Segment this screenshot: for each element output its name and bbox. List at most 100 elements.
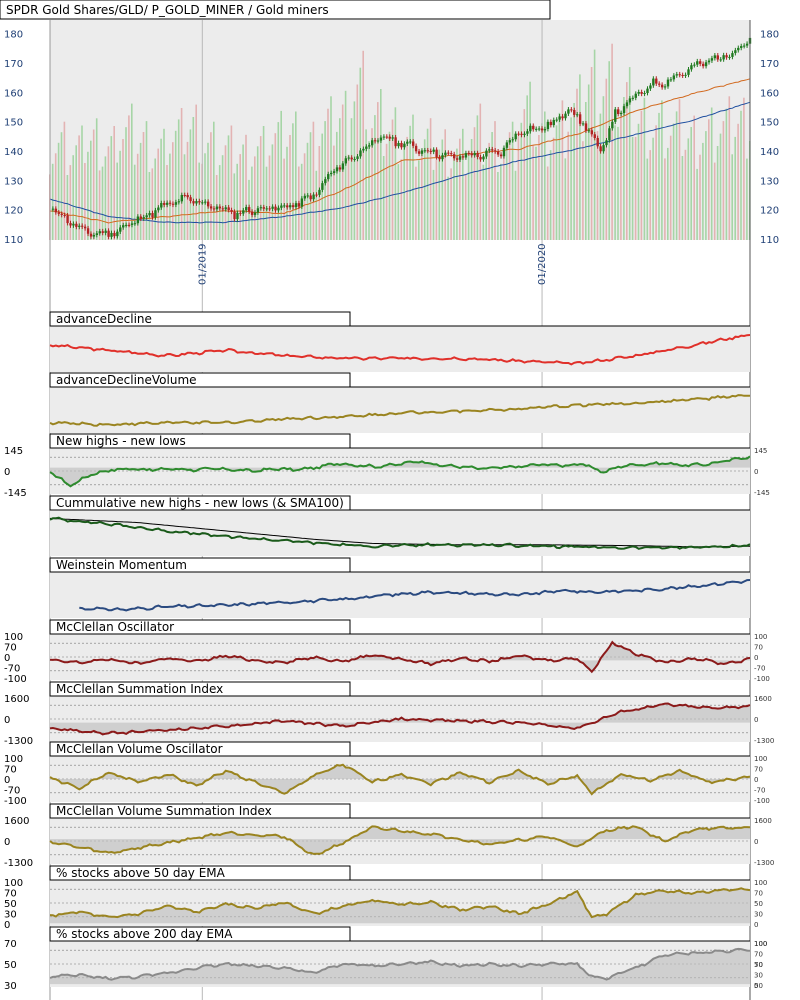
volume-bar — [195, 104, 197, 240]
volume-bar — [464, 175, 467, 240]
candle-body — [555, 119, 558, 121]
candle-body — [286, 205, 289, 208]
volume-bar — [438, 149, 441, 240]
volume-bar — [374, 115, 376, 240]
panel-y-tick-left: -145 — [4, 488, 27, 499]
volume-bar — [265, 166, 268, 240]
candle-body — [737, 47, 740, 51]
volume-bar — [353, 101, 356, 241]
volume-bar — [713, 162, 716, 240]
candle-body — [417, 151, 421, 154]
volume-bar — [725, 108, 728, 240]
panel-plot-area — [50, 326, 750, 372]
candle-body — [145, 215, 148, 218]
candle-body — [672, 75, 676, 80]
panel-title: McClellan Volume Oscillator — [56, 742, 223, 756]
candle-body — [663, 86, 667, 88]
volume-bar — [116, 162, 118, 240]
volume-bar — [403, 148, 405, 240]
candle-body — [605, 140, 608, 146]
panel-y-tick-left: -1300 — [4, 858, 33, 869]
volume-bar — [746, 158, 748, 240]
volume-bar — [652, 137, 654, 240]
y-tick-label-right: 130 — [760, 176, 779, 187]
candle-body — [628, 98, 632, 103]
volume-bar — [470, 139, 473, 240]
volume-bar — [488, 142, 490, 240]
panel-title: Cummulative new highs - new lows (& SMA1… — [56, 496, 344, 510]
volume-bar — [233, 173, 236, 240]
volume-bar — [675, 111, 678, 241]
panel-y-tick-left: 70 — [4, 939, 17, 950]
volume-bar — [590, 67, 593, 240]
volume-bar — [426, 128, 429, 240]
candle-body — [92, 234, 96, 237]
candle-body — [265, 208, 268, 210]
panel-title-box — [49, 865, 351, 881]
volume-bar — [157, 148, 159, 240]
x-date-label: 01/2019 — [197, 243, 208, 285]
volume-bar — [339, 118, 341, 240]
y-tick-label-right: 120 — [760, 206, 779, 217]
candle-body — [382, 136, 386, 138]
candle-body — [666, 79, 670, 87]
candle-body — [540, 128, 544, 131]
volume-bar — [160, 138, 162, 240]
volume-bar — [585, 102, 587, 240]
volume-bar — [245, 134, 247, 240]
volume-bar — [649, 150, 651, 240]
candle-body — [400, 142, 403, 148]
volume-bar — [435, 159, 438, 240]
candle-body — [201, 202, 204, 204]
panel-y-tick-right: 1600 — [754, 817, 772, 825]
volume-bar — [722, 121, 725, 240]
volume-bar — [69, 165, 72, 240]
panel-title-box — [49, 311, 351, 327]
candle-body — [690, 65, 693, 70]
candle-body — [130, 223, 134, 225]
volume-bar — [107, 146, 110, 240]
candle-body — [558, 116, 561, 120]
volume-bar — [508, 132, 511, 240]
candle-body — [174, 202, 178, 205]
candle-body — [505, 142, 509, 148]
candle-body — [722, 55, 725, 60]
volume-bar — [555, 125, 558, 240]
panel-y-tick-right: -100 — [754, 675, 770, 683]
candle-body — [546, 121, 550, 130]
volume-bar — [658, 112, 660, 240]
candle-body — [227, 207, 230, 211]
volume-bar — [224, 145, 227, 240]
volume-bar — [626, 82, 628, 240]
candle-body — [485, 150, 488, 157]
candle-body — [464, 153, 468, 158]
volume-bar — [227, 135, 230, 240]
volume-bar — [277, 122, 280, 240]
candle-body — [318, 189, 321, 195]
sma-short-line — [49, 78, 751, 224]
y-tick-label-right: 180 — [760, 30, 779, 41]
volume-bar — [289, 135, 291, 240]
volume-bar — [447, 176, 449, 240]
panel-series-line — [79, 579, 751, 612]
candle-body — [660, 84, 664, 88]
panel-y-tick-left: 70 — [4, 643, 17, 654]
candle-body — [95, 233, 99, 235]
candle-body — [338, 167, 342, 170]
candle-body — [63, 214, 66, 216]
candle-body — [409, 141, 412, 143]
panel-y-tick-left: -70 — [4, 786, 20, 797]
volume-bar — [734, 136, 736, 240]
volume-bar — [104, 156, 107, 240]
volume-bar — [283, 158, 285, 240]
y-tick-label-left: 120 — [4, 206, 23, 217]
candle-body — [66, 215, 69, 224]
volume-bar — [497, 172, 499, 240]
candle-body — [256, 208, 260, 213]
candle-body — [107, 230, 110, 237]
volume-bar — [400, 159, 403, 240]
y-tick-label-left: 160 — [4, 88, 23, 99]
candle-body — [379, 137, 383, 141]
volume-bar — [180, 108, 183, 240]
candle-body — [652, 78, 655, 86]
